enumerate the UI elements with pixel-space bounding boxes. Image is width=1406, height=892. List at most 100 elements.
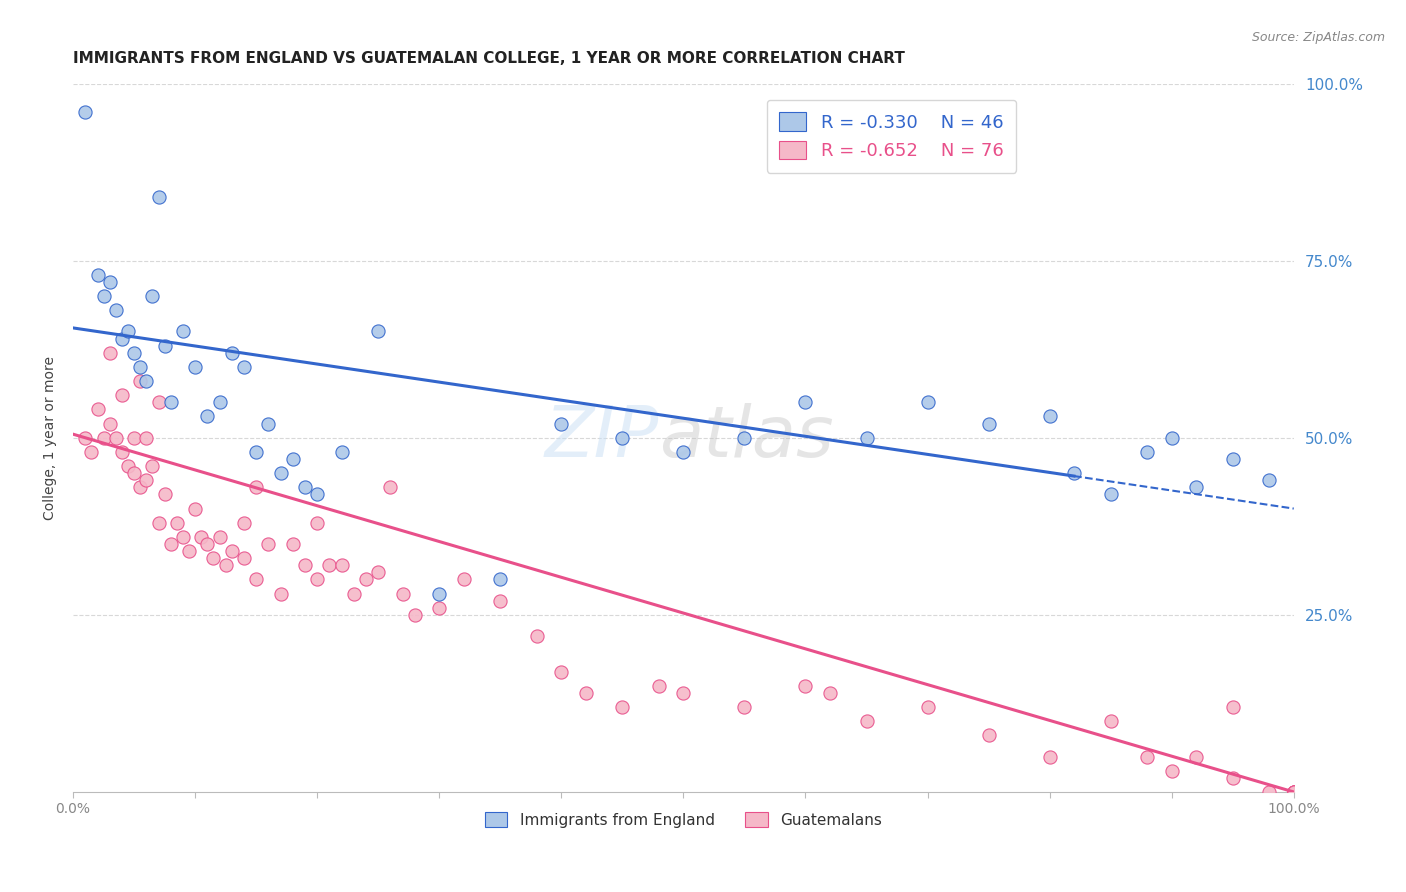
Point <box>141 459 163 474</box>
Point <box>281 537 304 551</box>
Point <box>818 686 841 700</box>
Point <box>104 303 127 318</box>
Point <box>307 573 329 587</box>
Point <box>1258 785 1281 799</box>
Point <box>129 374 152 388</box>
Point <box>111 445 134 459</box>
Point <box>1185 749 1208 764</box>
Point <box>1136 749 1159 764</box>
Point <box>159 537 181 551</box>
Point <box>489 593 512 607</box>
Point <box>1222 452 1244 467</box>
Point <box>195 409 218 424</box>
Point <box>1282 785 1305 799</box>
Point <box>575 686 598 700</box>
Point <box>318 558 340 573</box>
Point <box>221 345 243 359</box>
Point <box>794 679 817 693</box>
Point <box>1282 785 1305 799</box>
Point <box>343 586 366 600</box>
Point <box>648 679 671 693</box>
Point <box>733 700 755 714</box>
Text: atlas: atlas <box>659 403 834 472</box>
Point <box>391 586 413 600</box>
Point <box>1063 466 1085 480</box>
Point <box>153 487 176 501</box>
Point <box>86 268 108 282</box>
Point <box>122 466 145 480</box>
Point <box>453 573 475 587</box>
Point <box>367 566 389 580</box>
Point <box>294 558 316 573</box>
Point <box>917 395 939 409</box>
Point <box>612 700 634 714</box>
Point <box>184 501 207 516</box>
Point <box>75 104 97 119</box>
Point <box>122 431 145 445</box>
Point <box>307 487 329 501</box>
Point <box>135 431 157 445</box>
Point <box>1136 445 1159 459</box>
Point <box>75 431 97 445</box>
Point <box>98 345 121 359</box>
Point <box>141 289 163 303</box>
Point <box>550 417 572 431</box>
Point <box>135 374 157 388</box>
Text: IMMIGRANTS FROM ENGLAND VS GUATEMALAN COLLEGE, 1 YEAR OR MORE CORRELATION CHART: IMMIGRANTS FROM ENGLAND VS GUATEMALAN CO… <box>73 51 905 66</box>
Point <box>1222 700 1244 714</box>
Point <box>1099 714 1122 728</box>
Point <box>215 558 238 573</box>
Point <box>93 431 115 445</box>
Point <box>190 530 212 544</box>
Point <box>489 573 512 587</box>
Point <box>917 700 939 714</box>
Point <box>159 395 181 409</box>
Point <box>257 537 280 551</box>
Point <box>1258 473 1281 487</box>
Point <box>233 551 256 566</box>
Point <box>977 417 1000 431</box>
Point <box>270 466 292 480</box>
Point <box>380 480 402 494</box>
Point <box>672 686 695 700</box>
Point <box>221 544 243 558</box>
Point <box>367 325 389 339</box>
Point <box>1099 487 1122 501</box>
Point <box>202 551 225 566</box>
Y-axis label: College, 1 year or more: College, 1 year or more <box>44 356 58 520</box>
Text: ZIP: ZIP <box>544 403 659 472</box>
Point <box>111 332 134 346</box>
Point <box>111 388 134 402</box>
Point <box>1185 480 1208 494</box>
Point <box>354 573 377 587</box>
Point <box>98 417 121 431</box>
Legend: Immigrants from England, Guatemalans: Immigrants from England, Guatemalans <box>478 805 889 834</box>
Point <box>550 665 572 679</box>
Point <box>245 573 267 587</box>
Point <box>977 728 1000 742</box>
Point <box>233 359 256 374</box>
Point <box>294 480 316 494</box>
Point <box>612 431 634 445</box>
Point <box>794 395 817 409</box>
Point <box>80 445 103 459</box>
Point <box>281 452 304 467</box>
Point <box>307 516 329 530</box>
Point <box>1160 431 1182 445</box>
Point <box>148 190 170 204</box>
Point <box>153 338 176 352</box>
Point <box>86 402 108 417</box>
Text: Source: ZipAtlas.com: Source: ZipAtlas.com <box>1251 31 1385 45</box>
Point <box>117 325 139 339</box>
Point <box>104 431 127 445</box>
Point <box>129 359 152 374</box>
Point <box>98 275 121 289</box>
Point <box>195 537 218 551</box>
Point <box>427 600 450 615</box>
Point <box>117 459 139 474</box>
Point <box>257 417 280 431</box>
Point <box>208 530 231 544</box>
Point <box>1039 749 1062 764</box>
Point <box>245 480 267 494</box>
Point <box>184 359 207 374</box>
